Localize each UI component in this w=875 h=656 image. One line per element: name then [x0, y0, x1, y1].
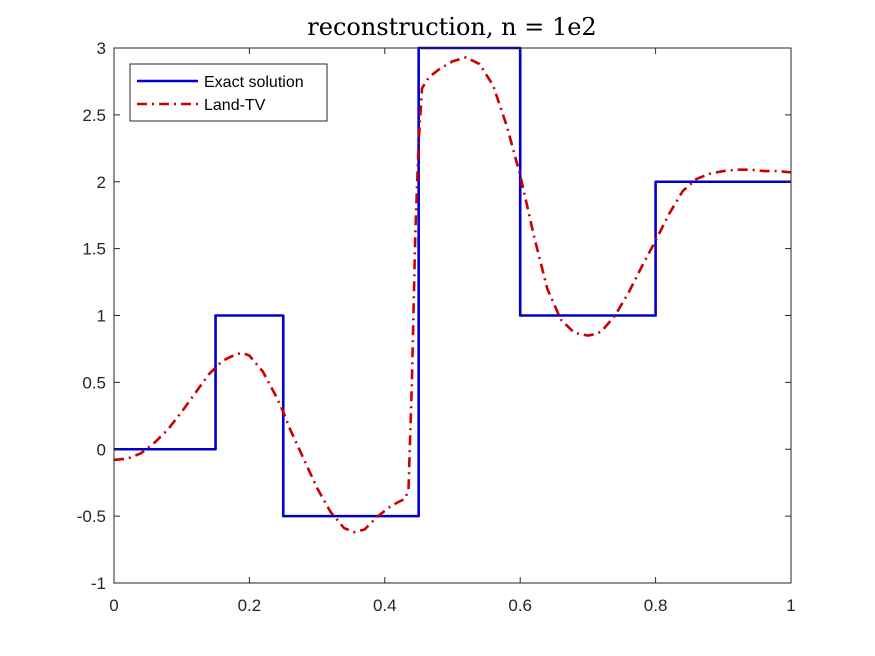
y-tick-label: 2.5 — [82, 106, 106, 125]
x-tick-label: 0 — [109, 596, 118, 615]
x-tick-label: 0.2 — [238, 596, 262, 615]
y-tick-label: 1.5 — [82, 240, 106, 259]
x-tick-label: 0.6 — [508, 596, 532, 615]
ticks-layer: 0 0.2 0.4 0.6 0.8 1 -1 -0.5 0 0.5 1 1.5 2 2.5 3 — [77, 39, 796, 615]
y-tick-label: 0 — [97, 440, 106, 459]
x-tick-label: 0.8 — [644, 596, 668, 615]
legend-label-exact: Exact solution — [204, 74, 304, 91]
chart-title: reconstruction, n = 1e2 — [307, 13, 596, 41]
legend: Exact solution Land-TV — [129, 63, 328, 122]
series-exact-solution-line — [114, 46, 791, 518]
y-tick-label: 2 — [97, 173, 106, 192]
x-tick-label: 0.4 — [373, 596, 397, 615]
series-land-tv-line — [113, 56, 792, 534]
x-tick-label: 1 — [786, 596, 795, 615]
y-tick-label: 3 — [97, 39, 106, 58]
y-tick-label: -0.5 — [77, 507, 106, 526]
legend-box — [129, 63, 328, 122]
y-tick-label: -1 — [91, 574, 106, 593]
legend-label-landtv: Land-TV — [204, 97, 266, 114]
y-tick-label: 0.5 — [82, 373, 106, 392]
series-layer — [113, 46, 792, 534]
y-tick-label: 1 — [97, 307, 106, 326]
